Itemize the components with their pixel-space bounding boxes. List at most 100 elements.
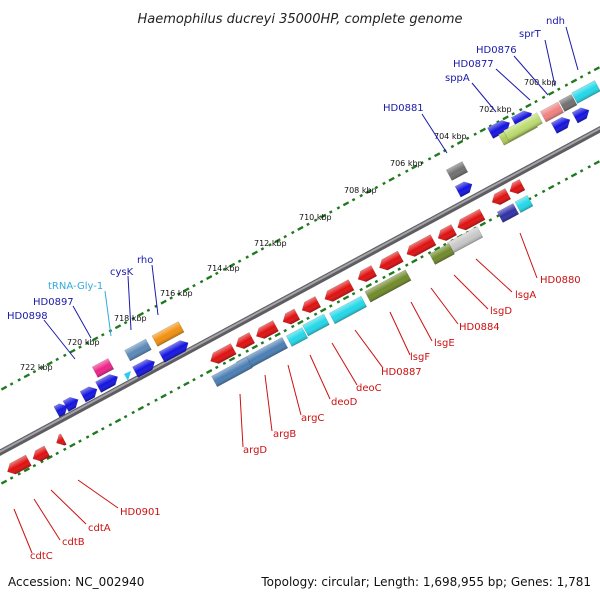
tick-mark	[564, 177, 569, 181]
tick-mark	[388, 176, 395, 182]
gene-arrow-shading	[56, 433, 67, 446]
tick-mark	[547, 184, 555, 190]
tick-mark	[479, 127, 487, 133]
gene-rev	[437, 224, 458, 241]
gene-rev	[357, 265, 378, 282]
gene-arrow-shading	[211, 357, 253, 387]
tick-mark	[199, 279, 204, 284]
tick-mark	[556, 181, 561, 185]
tick-mark	[388, 270, 395, 276]
tick-mark	[9, 476, 14, 480]
gene-arrow-shading	[447, 226, 483, 254]
gene-arrow-shading	[210, 343, 237, 364]
tick-mark	[570, 78, 578, 84]
tick-mark	[274, 238, 281, 244]
tick-mark	[0, 479, 8, 485]
tick-mark	[46, 361, 53, 366]
gene-arrow-shading	[286, 327, 308, 347]
tick-mark	[342, 201, 350, 207]
tick-mark	[359, 287, 364, 292]
gene-label-HD0898: HD0898	[7, 311, 48, 322]
gene-arrow-shading	[503, 112, 543, 142]
tick-mark	[587, 71, 592, 75]
tick-mark	[192, 377, 196, 382]
tick-mark	[374, 185, 379, 190]
tick-mark	[488, 218, 493, 222]
tick-mark	[169, 390, 174, 394]
gene-label-HD0876: HD0876	[476, 45, 517, 56]
gene-fwd	[62, 396, 79, 412]
tick-mark	[541, 189, 546, 194]
gene-arrow-shading	[572, 107, 590, 124]
tick-mark	[283, 234, 288, 239]
tick-mark	[593, 66, 600, 72]
kbp-label-708: 708 kbp	[344, 186, 377, 195]
tick-mark	[205, 275, 213, 280]
tick-mark	[473, 132, 478, 136]
gene-arrow-shading	[497, 203, 519, 223]
gene-rev	[282, 308, 301, 325]
gene-label-deoD: deoD	[331, 397, 358, 408]
tick-mark	[78, 345, 82, 349]
gene-rev	[235, 332, 256, 349]
gene-arrow-shading	[236, 332, 255, 349]
tick-mark	[214, 271, 219, 276]
gene-arrow-shading	[92, 358, 114, 378]
gene-arrow-shading	[487, 120, 510, 139]
tick-mark	[283, 328, 288, 333]
tick-mark	[564, 83, 569, 87]
tick-mark	[397, 173, 402, 177]
tick-mark	[374, 279, 379, 284]
tick-mark	[268, 337, 272, 341]
tick-mark	[420, 161, 424, 165]
tick-mark	[146, 402, 151, 407]
tick-mark	[108, 423, 113, 427]
gene-HD0880b	[514, 195, 534, 213]
tick-mark	[245, 255, 250, 259]
gene-arrow-shading	[509, 179, 526, 194]
gene-arrow-shading	[282, 308, 300, 325]
tick-mark	[319, 307, 327, 313]
tick-mark	[534, 193, 538, 198]
tick-mark	[433, 152, 441, 158]
gene-label-lsgA: lsgA	[515, 290, 536, 301]
tick-mark	[62, 447, 67, 452]
tick-mark	[260, 341, 265, 345]
tick-mark	[541, 95, 546, 100]
gene-label-argC: argC	[301, 413, 324, 424]
gene-label-tRNA-Gly-1: tRNA-Gly-1	[48, 281, 103, 292]
gene-label-ndh: ndh	[546, 16, 565, 27]
gene-label-cdtA: cdtA	[88, 523, 111, 534]
tick-mark	[32, 369, 37, 374]
tick-mark	[0, 385, 8, 391]
genome-backbone	[0, 125, 600, 457]
gene-rev	[509, 179, 526, 195]
tick-mark	[192, 283, 196, 288]
gene-rev	[7, 454, 32, 475]
kbp-label-716: 716 kbp	[160, 289, 193, 298]
tick-mark	[411, 164, 418, 170]
tick-mark	[205, 369, 213, 374]
tick-mark	[176, 292, 181, 296]
tick-mark	[328, 210, 333, 214]
tick-mark	[297, 319, 304, 325]
tick-mark	[237, 259, 242, 263]
kbp-label-712: 712 kbp	[254, 239, 287, 248]
tick-mark	[450, 144, 455, 149]
tick-mark	[17, 378, 22, 382]
gene-label-argB: argB	[273, 429, 296, 440]
tick-mark	[465, 136, 470, 141]
tick-mark	[525, 103, 532, 109]
tick-mark	[183, 287, 190, 293]
tick-mark	[404, 263, 409, 267]
tick-mark	[123, 414, 128, 419]
tick-mark	[62, 353, 67, 358]
tick-mark	[290, 324, 295, 329]
gene-arrow-shading	[7, 455, 32, 475]
gene-label-cysK: cysK	[110, 267, 134, 278]
gene-arrow-shading	[514, 195, 534, 213]
tick-mark	[297, 225, 304, 231]
tick-mark	[46, 455, 53, 460]
tick-rows	[0, 66, 600, 485]
gene-sprT	[571, 80, 600, 104]
